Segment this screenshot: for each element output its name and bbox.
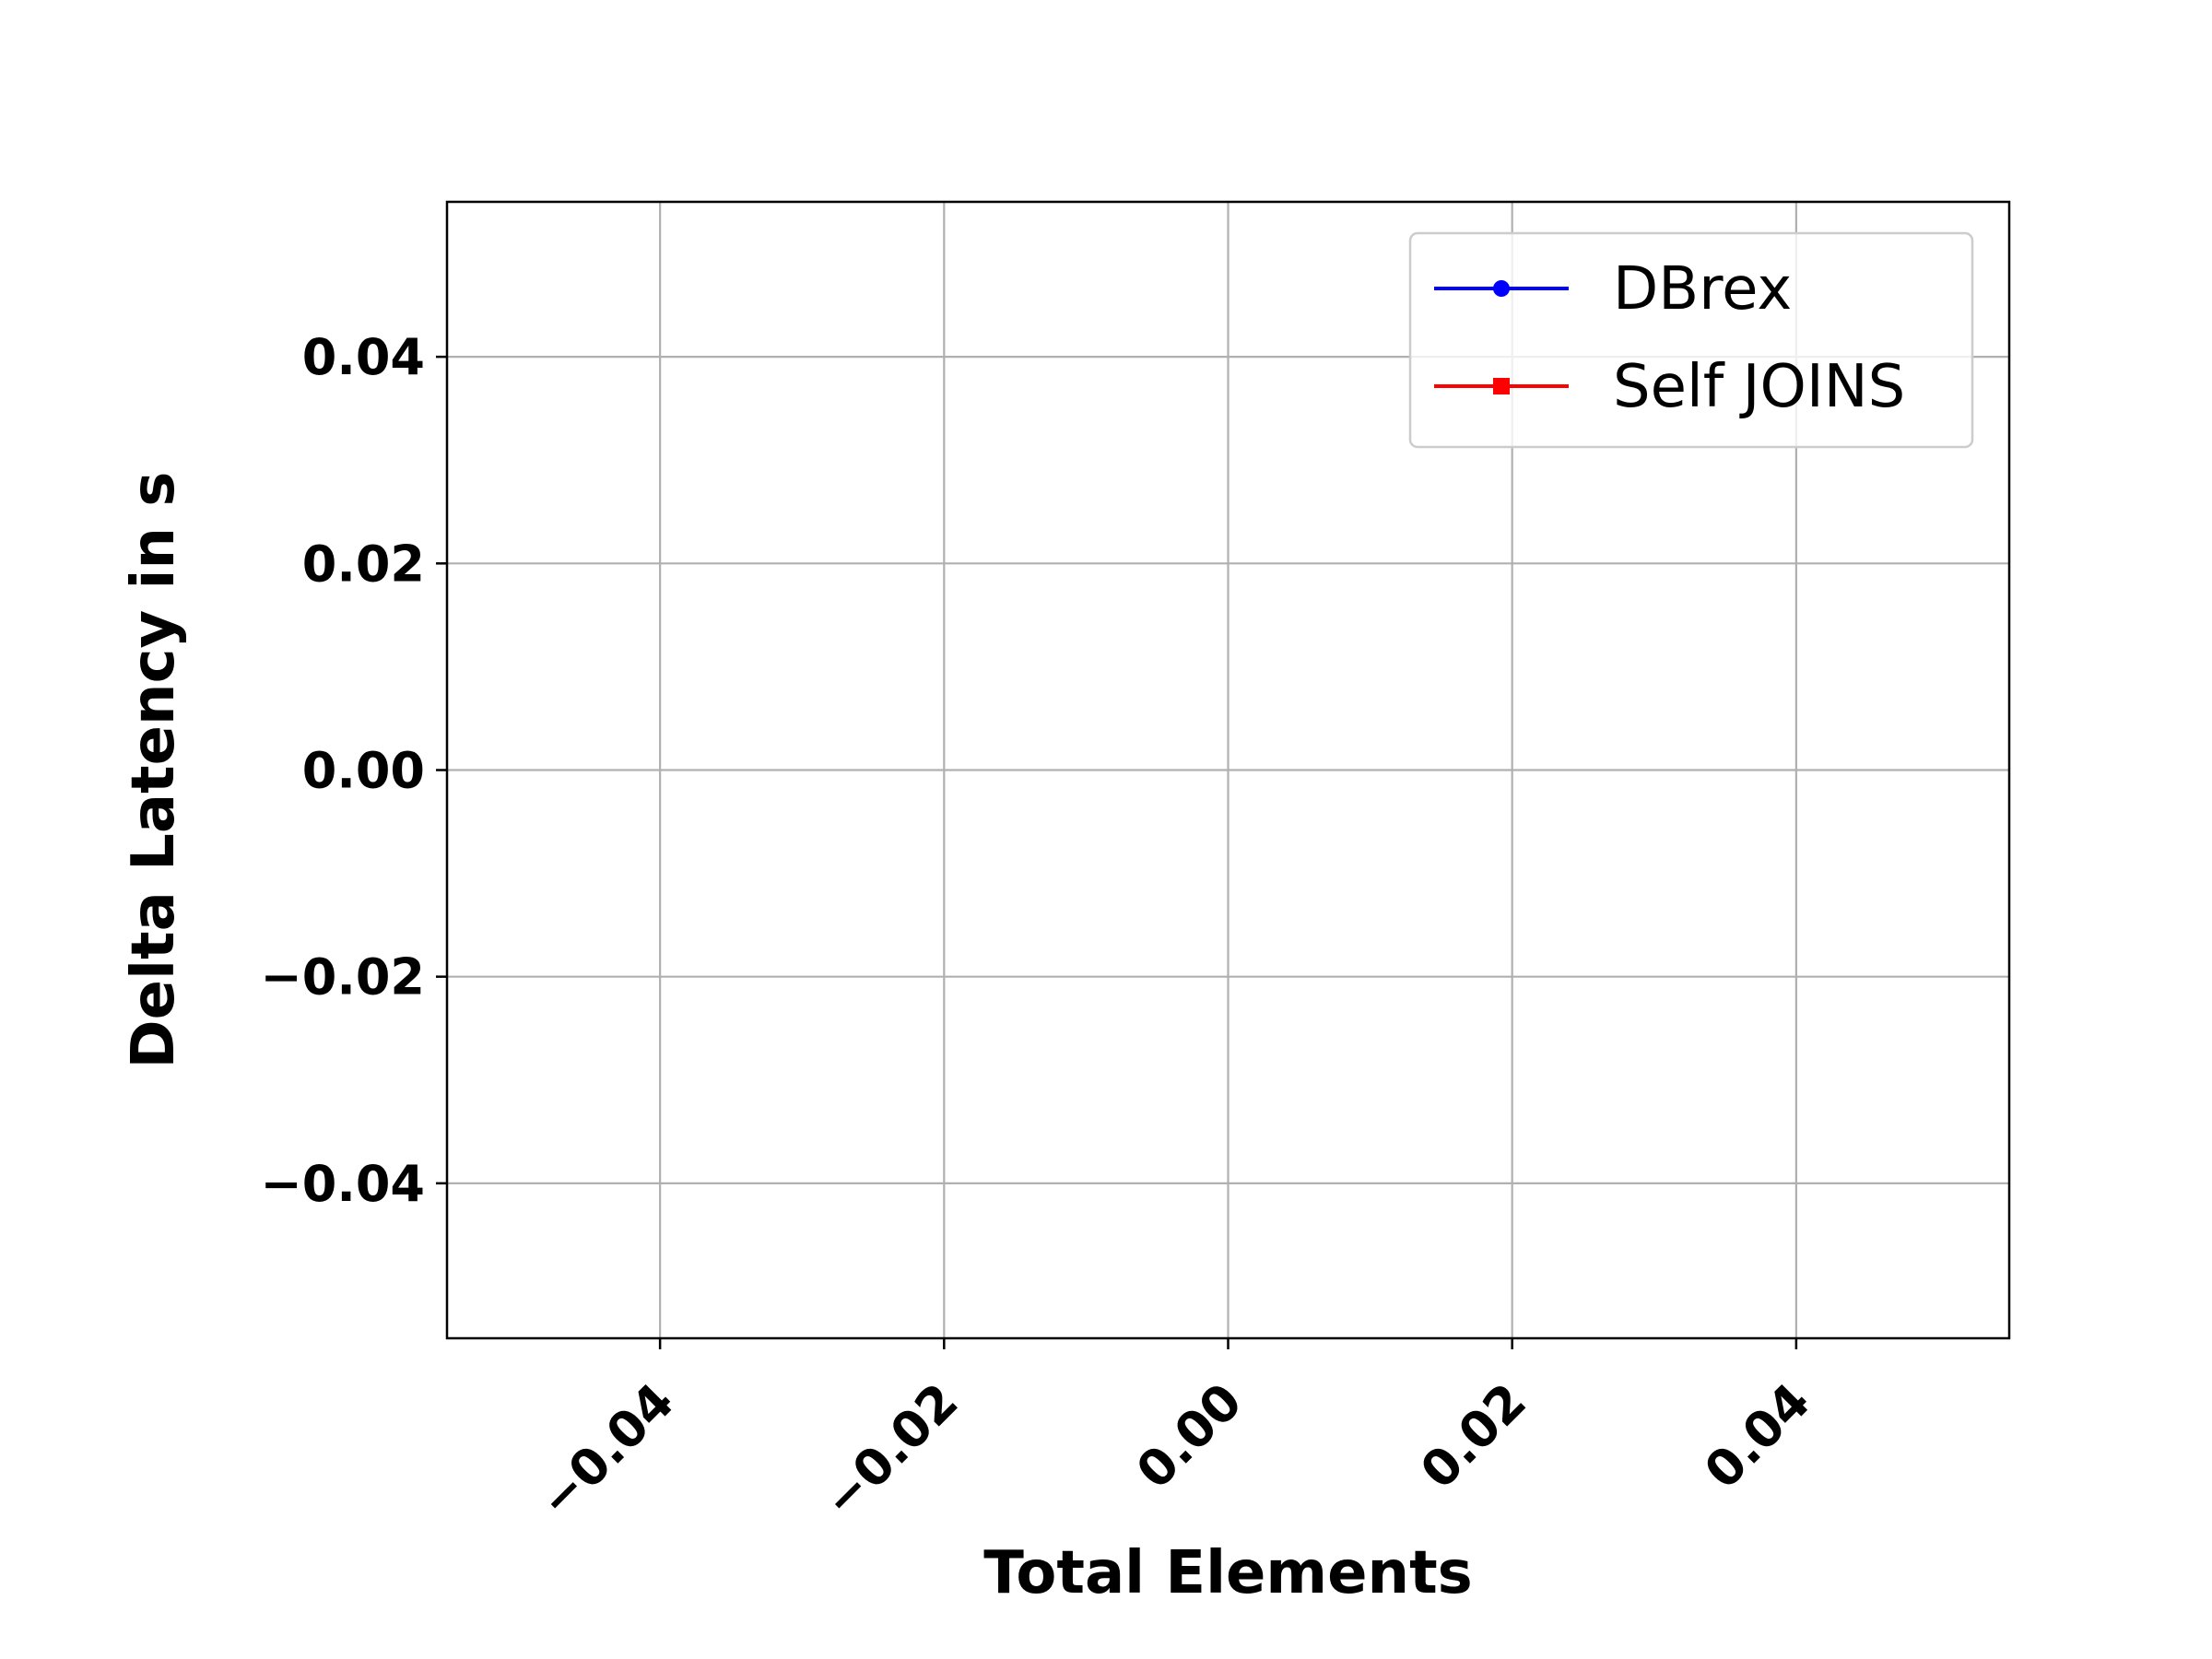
legend-label: Self JOINS: [1613, 353, 1905, 421]
y-tick-label: −0.02: [261, 948, 425, 1006]
y-tick-label: −0.04: [261, 1155, 425, 1213]
legend-marker-square: [1493, 378, 1510, 394]
y-axis-title: Delta Latency in s: [120, 472, 188, 1069]
y-tick-label: 0.04: [302, 328, 425, 386]
y-tick-label: 0.02: [302, 535, 425, 593]
x-axis-title: Total Elements: [983, 1539, 1473, 1607]
legend-label: DBrex: [1613, 255, 1792, 324]
legend-marker-circle: [1493, 280, 1510, 297]
legend: DBrex Self JOINS: [1408, 231, 1974, 449]
y-axis: −0.04 −0.02 0.00 0.02 0.04: [261, 328, 447, 1213]
y-tick-label: 0.00: [302, 742, 425, 800]
